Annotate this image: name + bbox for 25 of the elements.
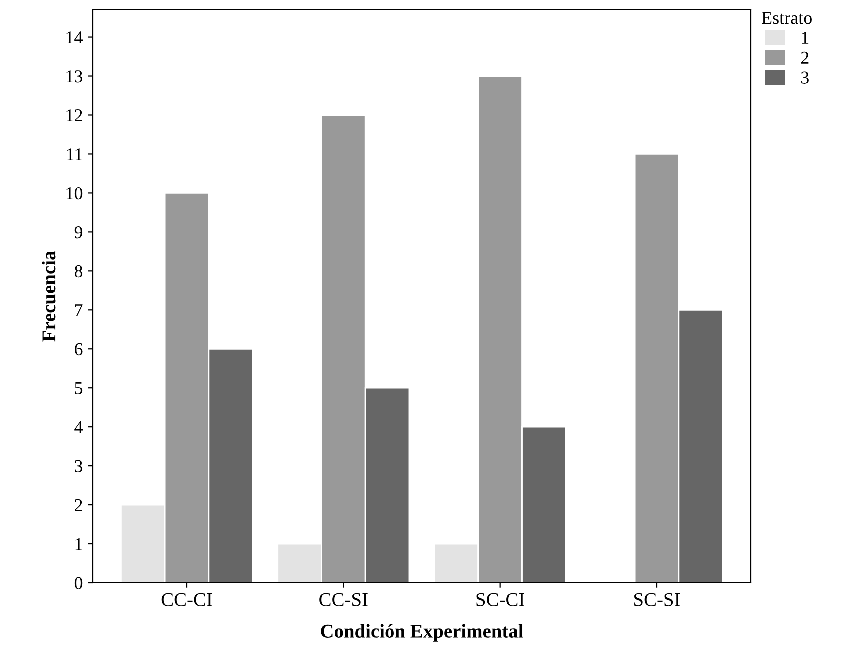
y-tick-label: 6 — [75, 343, 83, 356]
x-tick-label: CC-SI — [320, 593, 368, 606]
x-tick-label: SC-CI — [476, 593, 524, 606]
y-tick-label: 8 — [74, 265, 83, 278]
legend-label: 3 — [801, 72, 809, 84]
y-tick-label: 14 — [66, 32, 83, 44]
x-tick-label: CC-CI — [162, 593, 212, 606]
legend-label: 2 — [801, 52, 809, 64]
y-tick-label: 9 — [74, 226, 83, 239]
y-tick-label: 11 — [67, 148, 82, 160]
x-tick-label: SC-SI — [634, 593, 680, 606]
y-tick-label: 12 — [66, 110, 82, 122]
y-tick-label: 1 — [76, 538, 82, 550]
y-tick-label: 0 — [74, 577, 83, 590]
y-tick-label: 3 — [75, 460, 83, 473]
legend-title: Estrato — [762, 12, 812, 24]
y-tick-label: 7 — [75, 304, 83, 316]
y-tick-label: 13 — [66, 70, 83, 83]
y-tick-label: 2 — [75, 499, 82, 512]
x-axis-title: Condición Experimental — [321, 624, 524, 642]
y-tick-label: 5 — [75, 382, 83, 395]
y-axis-title: Frecuencia — [42, 251, 56, 342]
legend-label: 1 — [802, 32, 809, 44]
y-tick-label: 4 — [74, 421, 83, 434]
y-tick-label: 10 — [66, 187, 83, 200]
